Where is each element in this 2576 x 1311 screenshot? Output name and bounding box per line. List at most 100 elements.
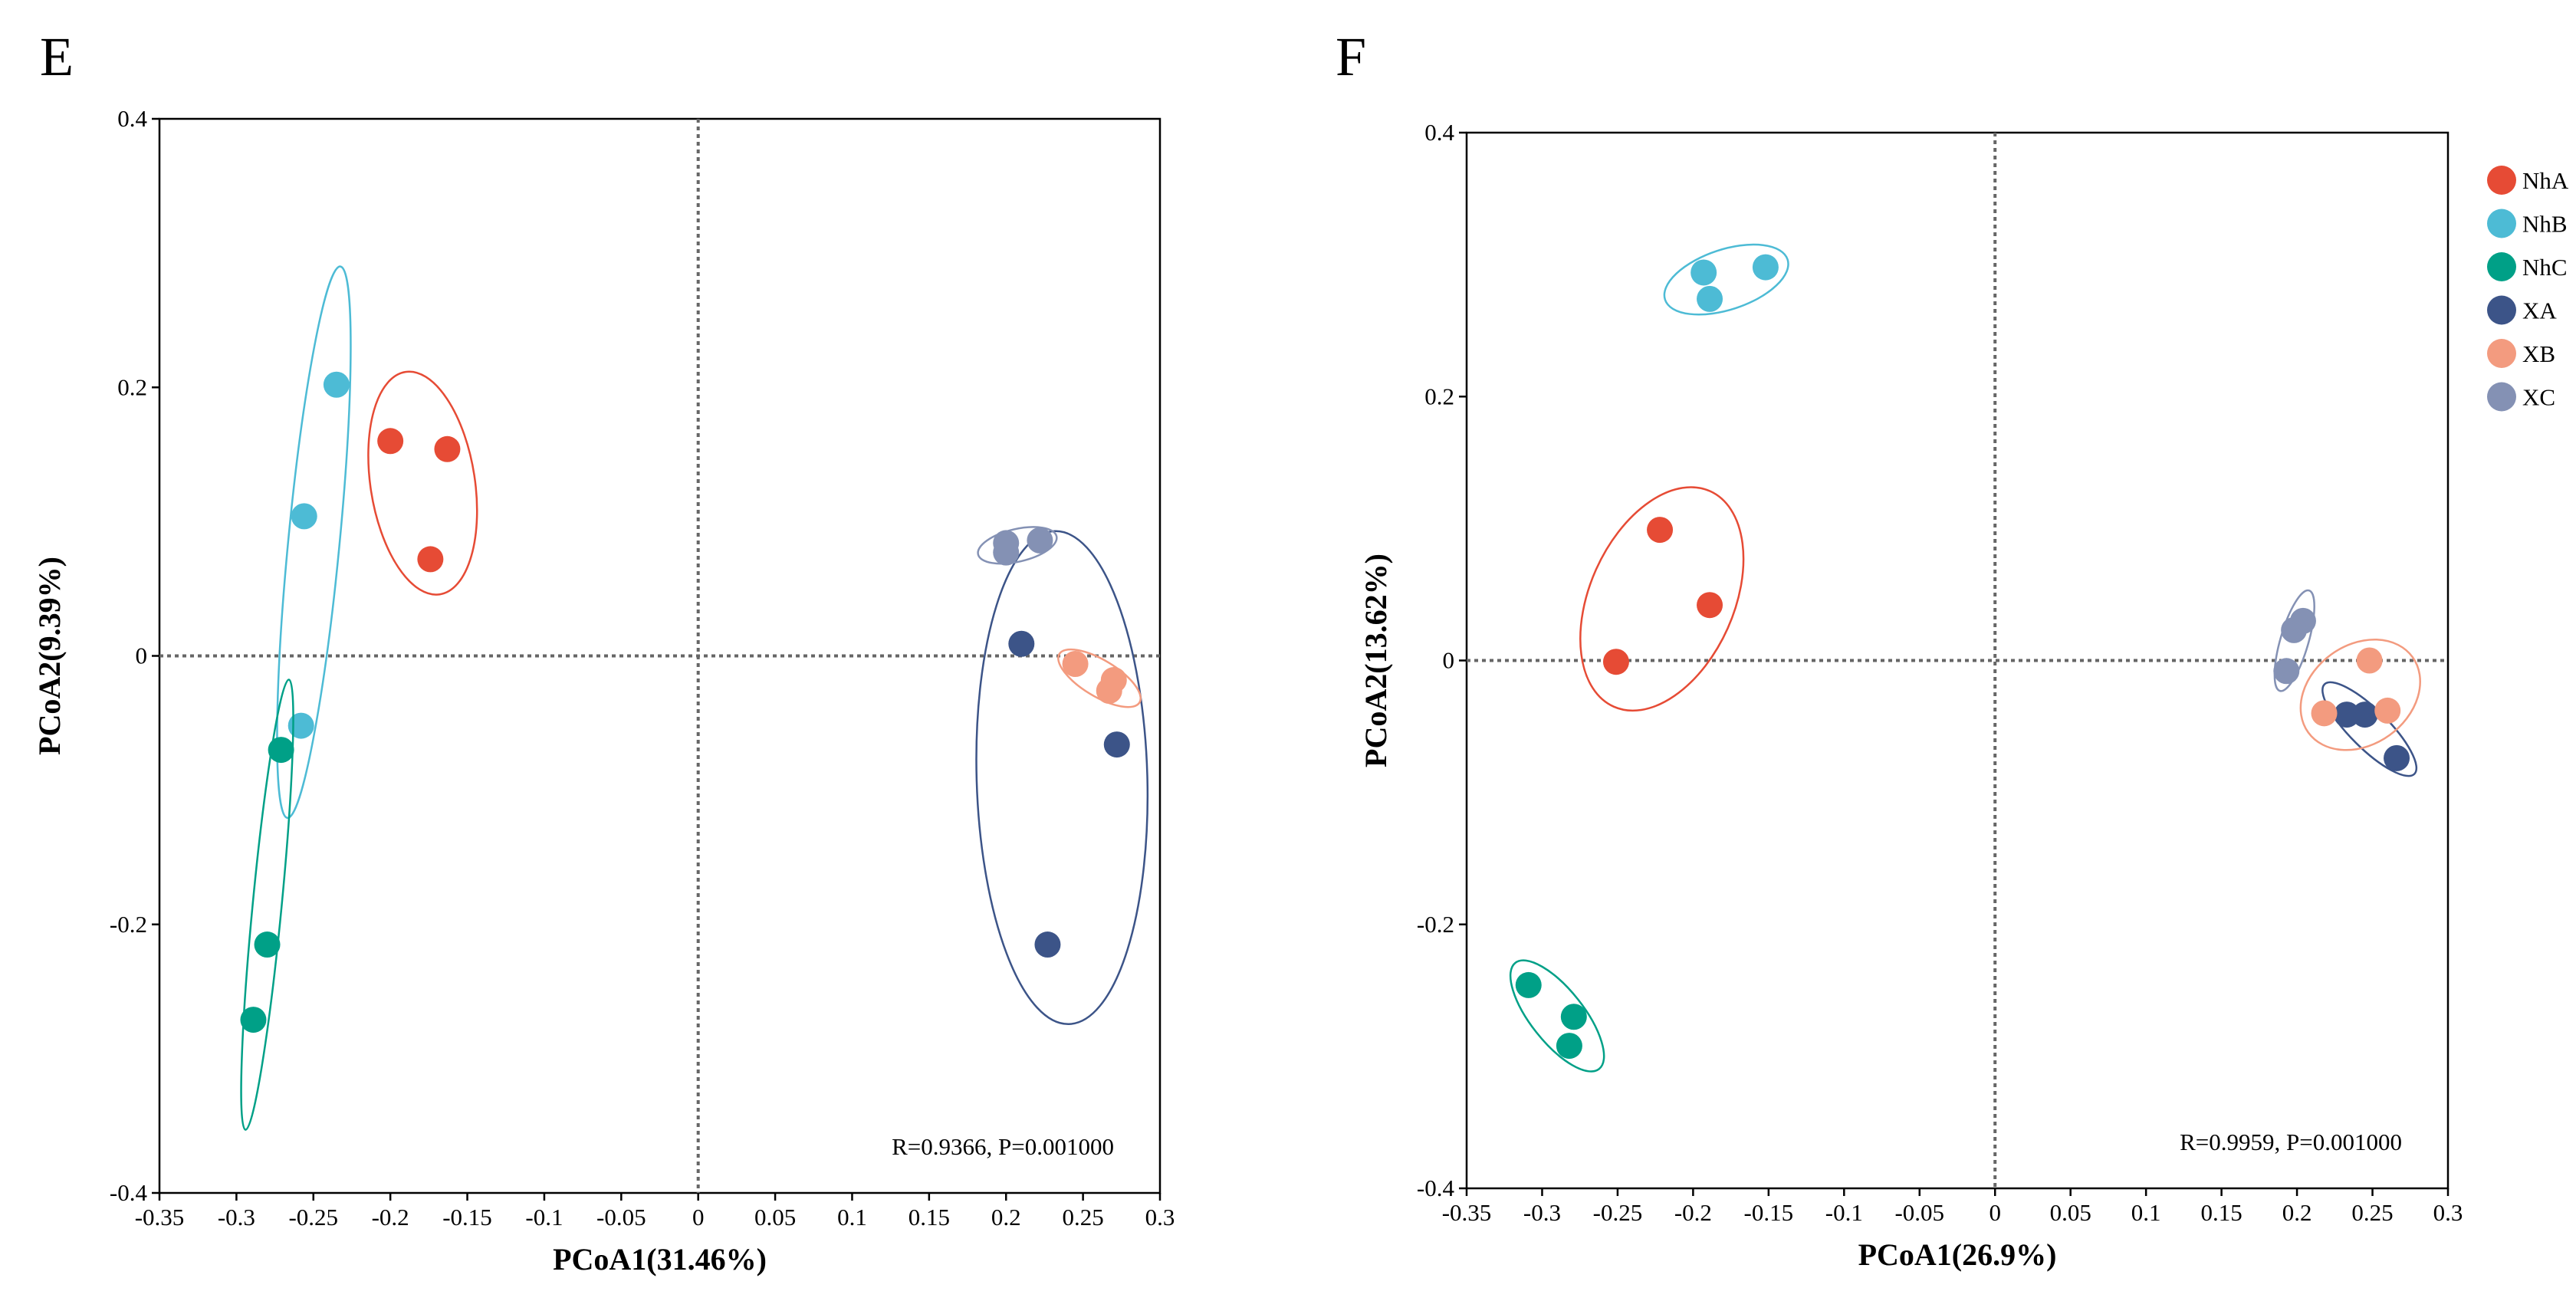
data-point-NhA	[1647, 517, 1674, 544]
x-tick-label: 0	[1989, 1199, 2001, 1226]
legend-label-XA: XA	[2522, 297, 2557, 324]
data-point-NhA	[434, 435, 461, 462]
data-point-XB	[2356, 647, 2383, 674]
legend-marker-XB	[2487, 339, 2516, 368]
y-tick-label: 0.2	[117, 373, 147, 400]
legend-label-NhC: NhC	[2522, 254, 2568, 281]
y-tick-label: -0.4	[110, 1179, 148, 1206]
data-point-XB	[2374, 697, 2401, 724]
x-tick-label: 0.15	[2200, 1199, 2242, 1226]
x-tick-label: -0.15	[442, 1204, 492, 1230]
data-point-XC	[993, 539, 1020, 566]
data-point-NhA	[1697, 592, 1723, 619]
x-tick-label: 0.25	[2351, 1199, 2393, 1226]
legend-label-XB: XB	[2522, 340, 2555, 367]
data-point-XB	[1096, 678, 1122, 705]
x-axis-title: PCoA1(31.46%)	[553, 1242, 767, 1276]
x-tick-label: -0.05	[1894, 1199, 1944, 1226]
data-point-XA	[1034, 932, 1061, 958]
statistics-annotation: R=0.9959, P=0.001000	[2180, 1129, 2402, 1155]
x-tick-label: -0.05	[596, 1204, 646, 1230]
legend-marker-XA	[2487, 295, 2516, 325]
data-point-NhB	[1691, 259, 1717, 286]
x-tick-label: 0.1	[2131, 1199, 2161, 1226]
x-tick-label: -0.15	[1744, 1199, 1794, 1226]
data-point-NhA	[1602, 649, 1629, 675]
y-tick-label: -0.2	[110, 911, 147, 938]
legend-marker-XC	[2487, 382, 2516, 412]
y-axis-title: PCoA2(13.62%)	[1359, 554, 1393, 767]
confidence-ellipse-XC	[977, 526, 1058, 565]
x-tick-label: -0.35	[135, 1204, 185, 1230]
confidence-ellipse-NhC	[1509, 959, 1605, 1073]
data-point-XC	[2273, 658, 2300, 685]
confidence-ellipse-XA	[2321, 681, 2418, 777]
data-point-NhB	[1697, 285, 1723, 312]
x-tick-label: 0.15	[909, 1204, 950, 1230]
confidence-ellipse-NhB	[276, 265, 352, 820]
confidence-ellipse-XC	[2273, 589, 2315, 692]
data-point-XB	[2311, 700, 2338, 727]
panel-F: F -0.35 -0.3 -0.25 -0.2 -0.15 -0.1 -0.05 0 0.05 0.…	[1336, 26, 2569, 1272]
panel-E: E -0.35 -0.3 -0.25 -0.2 -0.15 -0.1 -0.05 0 0.05 0.…	[32, 26, 1175, 1276]
confidence-ellipse-NhA	[1579, 486, 1745, 712]
y-tick-label: 0.4	[1424, 119, 1454, 146]
legend-marker-NhC	[2487, 252, 2516, 281]
legend-marker-NhB	[2487, 209, 2516, 238]
x-tick-label: 0.3	[1145, 1204, 1175, 1230]
data-point-NhB	[291, 503, 317, 530]
y-tick-label: 0	[136, 642, 148, 669]
x-tick-label: -0.3	[1523, 1199, 1561, 1226]
data-point-XA	[2351, 702, 2378, 728]
confidence-ellipse-XB	[2299, 638, 2421, 751]
y-axis-title: PCoA2(9.39%)	[32, 557, 67, 755]
x-tick-label: -0.2	[1674, 1199, 1712, 1226]
panel-letter: E	[40, 26, 74, 87]
y-tick-label: -0.2	[1417, 911, 1454, 938]
panel-letter: F	[1336, 26, 1366, 87]
x-tick-label: -0.1	[525, 1204, 563, 1230]
x-axis-title: PCoA1(26.9%)	[1858, 1237, 2057, 1272]
statistics-annotation: R=0.9366, P=0.001000	[892, 1133, 1114, 1160]
x-tick-label: -0.25	[1593, 1199, 1643, 1226]
x-tick-label: -0.35	[1442, 1199, 1492, 1226]
legend-label-NhB: NhB	[2522, 211, 2568, 238]
y-tick-label: 0.2	[1424, 383, 1454, 409]
data-point-NhA	[377, 428, 404, 455]
legend-marker-NhA	[2487, 166, 2516, 195]
data-point-NhC	[254, 932, 281, 958]
y-tick-label: -0.4	[1417, 1175, 1455, 1201]
confidence-ellipse-XA	[975, 530, 1149, 1026]
data-point-NhB	[323, 371, 350, 398]
x-tick-label: 0.25	[1062, 1204, 1103, 1230]
x-tick-label: 0	[692, 1204, 705, 1230]
confidence-ellipse-NhC	[240, 678, 294, 1131]
data-point-NhC	[240, 1007, 267, 1033]
data-point-XA	[2334, 702, 2361, 728]
x-tick-label: 0.05	[2050, 1199, 2091, 1226]
data-point-NhC	[1515, 971, 1542, 998]
x-tick-label: 0.1	[837, 1204, 867, 1230]
data-point-NhB	[288, 712, 314, 739]
data-point-XC	[1027, 527, 1053, 554]
confidence-ellipse-NhA	[367, 370, 478, 596]
y-tick-label: 0	[1443, 647, 1455, 674]
data-point-XA	[2384, 744, 2410, 771]
confidence-ellipse-NhB	[1663, 243, 1789, 316]
data-point-NhC	[1556, 1033, 1582, 1060]
legend: NhA NhB NhC XA XB XC	[2487, 166, 2569, 412]
data-point-NhC	[1560, 1004, 1587, 1030]
data-point-XA	[1008, 630, 1035, 657]
data-point-NhA	[417, 546, 444, 573]
x-tick-label: -0.3	[218, 1204, 255, 1230]
legend-label-NhA: NhA	[2522, 167, 2569, 194]
x-tick-label: 0.2	[991, 1204, 1021, 1230]
x-tick-label: -0.1	[1825, 1199, 1863, 1226]
data-point-NhC	[268, 737, 294, 764]
y-tick-label: 0.4	[117, 105, 147, 132]
x-tick-label: 0.05	[754, 1204, 796, 1230]
confidence-ellipse-XB	[1057, 648, 1142, 708]
x-tick-label: -0.2	[372, 1204, 409, 1230]
data-point-NhB	[1752, 254, 1779, 281]
